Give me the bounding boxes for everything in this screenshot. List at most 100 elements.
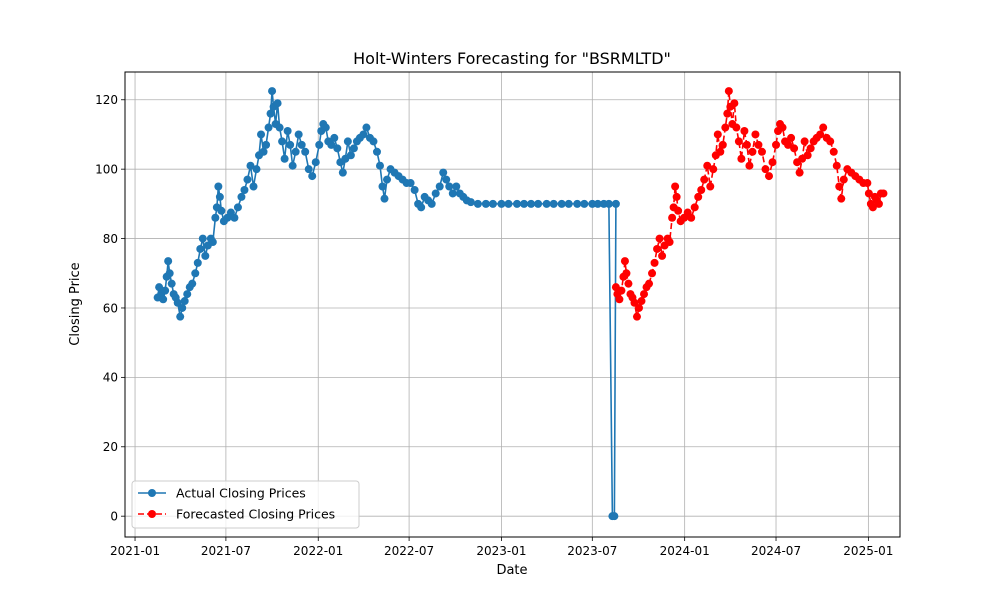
data-point: [159, 295, 168, 304]
data-point: [615, 295, 624, 304]
grid: [125, 72, 900, 537]
x-axis-ticks: 2021-01 2021-07 2022-01 2022-07 2023-01 2023-…: [110, 537, 893, 558]
y-tick-label: 20: [103, 440, 118, 454]
data-point: [655, 234, 664, 243]
data-point: [723, 109, 732, 118]
y-tick-label: 0: [110, 509, 118, 523]
y-tick-label: 120: [95, 93, 118, 107]
data-point: [803, 151, 812, 160]
data-point: [178, 303, 187, 312]
data-point: [315, 140, 324, 149]
data-point: [273, 99, 282, 108]
x-tick-label: 2021-01: [110, 544, 160, 558]
data-point: [513, 199, 522, 208]
data-point: [588, 199, 597, 208]
data-point: [709, 165, 718, 174]
data-point: [839, 175, 848, 184]
x-tick-label: 2021-07: [201, 544, 251, 558]
series-layer: [153, 87, 888, 521]
data-point: [645, 279, 654, 288]
data-point: [233, 203, 242, 212]
data-point: [795, 168, 804, 177]
data-point: [288, 161, 297, 170]
data-point: [488, 199, 497, 208]
data-point: [264, 123, 273, 132]
data-point: [640, 290, 649, 299]
data-point: [829, 147, 838, 156]
data-point: [573, 199, 582, 208]
data-point: [790, 144, 799, 153]
data-point: [286, 140, 295, 149]
data-point: [868, 203, 877, 212]
data-point: [751, 130, 760, 139]
data-point: [703, 161, 712, 170]
data-point: [278, 137, 287, 146]
x-tick-label: 2024-01: [660, 544, 710, 558]
data-point: [732, 123, 741, 132]
data-point: [557, 199, 566, 208]
data-point: [564, 199, 573, 208]
data-point: [439, 168, 448, 177]
data-point: [653, 244, 662, 253]
data-point: [349, 144, 358, 153]
series-0: [153, 87, 620, 521]
data-point: [624, 279, 633, 288]
data-point: [466, 198, 475, 207]
data-point: [690, 203, 699, 212]
data-point: [257, 130, 266, 139]
x-tick-label: 2023-01: [476, 544, 526, 558]
data-point: [338, 168, 347, 177]
data-point: [442, 175, 451, 184]
data-point: [211, 213, 220, 222]
data-point: [406, 179, 415, 188]
data-point: [874, 199, 883, 208]
data-point: [721, 123, 730, 132]
data-point: [787, 133, 796, 142]
data-point: [283, 126, 292, 135]
y-axis-ticks: 0 20 40 60 80 100 120: [95, 93, 125, 523]
x-tick-label: 2024-07: [751, 544, 801, 558]
data-point: [427, 199, 436, 208]
x-tick-label: 2023-07: [567, 544, 617, 558]
legend-entry-actual: Actual Closing Prices: [138, 486, 306, 501]
data-point: [201, 251, 210, 260]
data-point: [864, 189, 873, 198]
data-point: [259, 147, 268, 156]
data-point: [650, 258, 659, 267]
data-point: [879, 189, 888, 198]
data-point: [230, 213, 239, 222]
data-point: [772, 140, 781, 149]
data-point: [208, 238, 217, 247]
data-point: [343, 137, 352, 146]
series-1: [611, 87, 888, 321]
data-point: [214, 182, 223, 191]
data-point: [757, 147, 766, 156]
data-point: [327, 140, 336, 149]
data-point: [268, 87, 277, 96]
plot-area: [125, 72, 900, 537]
data-point: [369, 137, 378, 146]
data-point: [435, 182, 444, 191]
data-point: [161, 286, 170, 295]
data-point: [816, 130, 825, 139]
x-tick-label: 2022-01: [293, 544, 343, 558]
data-point: [188, 279, 197, 288]
data-point: [718, 140, 727, 149]
data-point: [819, 123, 828, 132]
data-point: [155, 283, 164, 292]
data-point: [634, 303, 643, 312]
data-point: [246, 161, 255, 170]
data-point: [378, 182, 387, 191]
data-point: [431, 189, 440, 198]
data-point: [610, 512, 619, 521]
data-point: [668, 213, 677, 222]
data-point: [481, 199, 490, 208]
data-point: [713, 130, 722, 139]
data-point: [863, 179, 872, 188]
data-point: [346, 151, 355, 160]
data-point: [658, 251, 667, 260]
data-point: [620, 257, 629, 266]
data-point: [165, 269, 174, 278]
data-point: [604, 199, 613, 208]
